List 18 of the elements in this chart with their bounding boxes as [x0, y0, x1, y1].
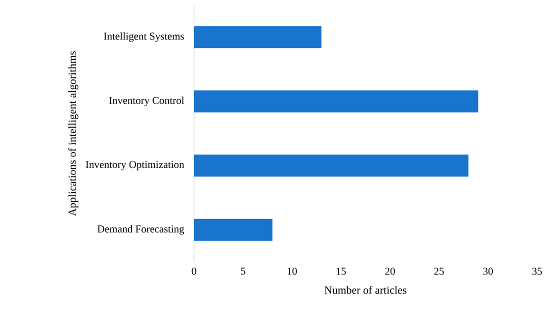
x-tick-label: 0 — [192, 268, 196, 275]
bar — [194, 218, 272, 241]
y-tick-label: Intelligent Systems — [104, 32, 184, 42]
x-tick-label: 20 — [385, 268, 395, 275]
x-tick-label: 10 — [288, 268, 297, 275]
y-tick-label: Inventory Control — [109, 96, 184, 106]
x-tick-label: 5 — [240, 268, 246, 275]
y-axis-title: Applications of intelligent algorithms — [68, 51, 78, 216]
x-axis-title: Number of articles — [324, 286, 406, 294]
bar — [194, 154, 468, 177]
x-tick-label: 30 — [483, 268, 493, 275]
bar — [194, 90, 478, 112]
x-tick-label: 25 — [434, 268, 444, 275]
x-tick-label: 15 — [336, 268, 346, 275]
x-tick-label: 35 — [532, 268, 542, 275]
bar — [194, 26, 322, 48]
y-tick-label: Inventory Optimization — [86, 161, 184, 170]
y-tick-label: Demand Forecasting — [97, 225, 184, 235]
